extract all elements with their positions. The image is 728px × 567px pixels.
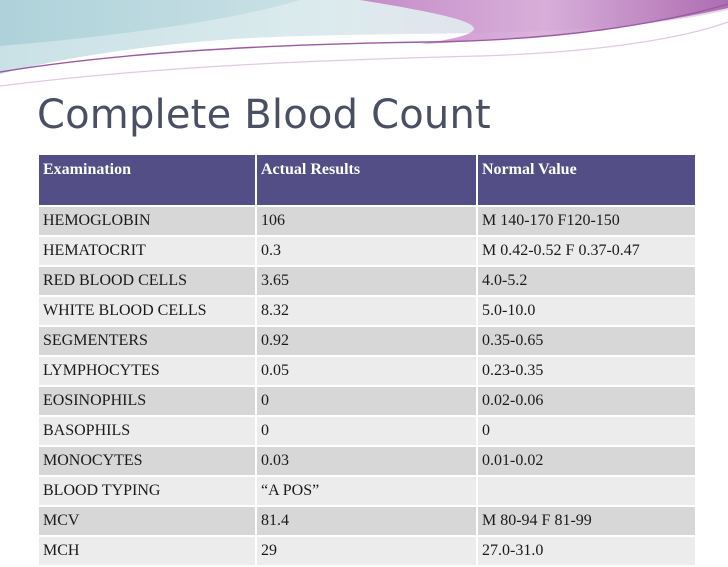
- result-cell: 81.4: [257, 507, 476, 535]
- examination-cell: EOSINOPHILS: [39, 387, 255, 415]
- table-row: MCH 29 27.0-31.0: [39, 537, 695, 565]
- examination-cell: BLOOD TYPING: [39, 477, 255, 505]
- table-row: LYMPHOCYTES 0.05 0.23-0.35: [39, 357, 695, 385]
- normal-value-cell: 5.0-10.0: [478, 297, 695, 325]
- table-row: BASOPHILS 0 0: [39, 417, 695, 445]
- examination-cell: RED BLOOD CELLS: [39, 267, 255, 295]
- result-cell: 0.92: [257, 327, 476, 355]
- table-row: EOSINOPHILS 0 0.02-0.06: [39, 387, 695, 415]
- result-cell: 3.65: [257, 267, 476, 295]
- examination-cell: LYMPHOCYTES: [39, 357, 255, 385]
- examination-cell: MCH: [39, 537, 255, 565]
- normal-value-cell: 0.01-0.02: [478, 447, 695, 475]
- result-cell: 0.03: [257, 447, 476, 475]
- table-row: MONOCYTES 0.03 0.01-0.02: [39, 447, 695, 475]
- normal-value-cell: 0.23-0.35: [478, 357, 695, 385]
- table-row: HEMOGLOBIN 106 M 140-170 F120-150: [39, 207, 695, 235]
- header-examination: Examination: [39, 155, 255, 205]
- normal-value-cell: M 80-94 F 81-99: [478, 507, 695, 535]
- table-row: WHITE BLOOD CELLS 8.32 5.0-10.0: [39, 297, 695, 325]
- examination-cell: HEMATOCRIT: [39, 237, 255, 265]
- table-row: SEGMENTERS 0.92 0.35-0.65: [39, 327, 695, 355]
- normal-value-cell: 0: [478, 417, 695, 445]
- normal-value-cell: 27.0-31.0: [478, 537, 695, 565]
- result-cell: “A POS”: [257, 477, 476, 505]
- result-cell: 0: [257, 387, 476, 415]
- examination-cell: BASOPHILS: [39, 417, 255, 445]
- examination-cell: MONOCYTES: [39, 447, 255, 475]
- examination-cell: HEMOGLOBIN: [39, 207, 255, 235]
- table-header-row: Examination Actual Results Normal Value: [39, 155, 695, 205]
- result-cell: 0.3: [257, 237, 476, 265]
- normal-value-cell: M 140-170 F120-150: [478, 207, 695, 235]
- result-cell: 29: [257, 537, 476, 565]
- normal-value-cell: 4.0-5.2: [478, 267, 695, 295]
- table-row: MCV 81.4 M 80-94 F 81-99: [39, 507, 695, 535]
- header-actual-results: Actual Results: [257, 155, 476, 205]
- examination-cell: SEGMENTERS: [39, 327, 255, 355]
- result-cell: 106: [257, 207, 476, 235]
- result-cell: 0: [257, 417, 476, 445]
- normal-value-cell: M 0.42-0.52 F 0.37-0.47: [478, 237, 695, 265]
- header-normal-value: Normal Value: [478, 155, 695, 205]
- normal-value-cell: [478, 477, 695, 505]
- result-cell: 0.05: [257, 357, 476, 385]
- normal-value-cell: 0.02-0.06: [478, 387, 695, 415]
- result-cell: 8.32: [257, 297, 476, 325]
- page-title: Complete Blood Count: [37, 92, 491, 138]
- decorative-banner: [0, 0, 728, 90]
- table-row: HEMATOCRIT 0.3 M 0.42-0.52 F 0.37-0.47: [39, 237, 695, 265]
- blood-count-table: Examination Actual Results Normal Value …: [37, 153, 697, 567]
- normal-value-cell: 0.35-0.65: [478, 327, 695, 355]
- examination-cell: MCV: [39, 507, 255, 535]
- table-row: BLOOD TYPING “A POS”: [39, 477, 695, 505]
- examination-cell: WHITE BLOOD CELLS: [39, 297, 255, 325]
- table-row: RED BLOOD CELLS 3.65 4.0-5.2: [39, 267, 695, 295]
